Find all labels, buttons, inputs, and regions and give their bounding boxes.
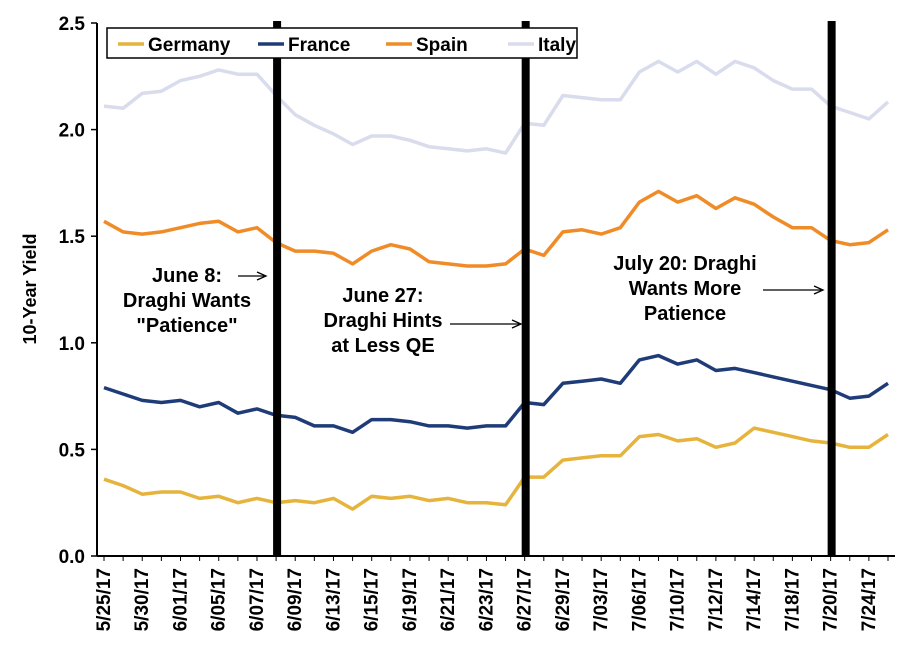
x-tick-label: 7/14/17 bbox=[744, 568, 765, 631]
legend-label-germany: Germany bbox=[148, 35, 231, 56]
annotation-text: Draghi Wants bbox=[123, 290, 251, 312]
annotation-arrow-head bbox=[256, 271, 268, 281]
series-line-germany bbox=[103, 426, 889, 511]
x-tick-label: 7/06/17 bbox=[629, 568, 650, 631]
x-tick-label: 6/29/17 bbox=[553, 568, 574, 631]
y-tick-label: 0.5 bbox=[59, 440, 86, 461]
x-tick-label: 7/12/17 bbox=[706, 568, 727, 631]
series-layer bbox=[103, 59, 890, 511]
x-tick-label: 5/30/17 bbox=[132, 568, 153, 631]
x-tick-label: 6/23/17 bbox=[476, 568, 497, 631]
x-tick-label: 6/07/17 bbox=[247, 568, 268, 631]
series-line-france bbox=[103, 353, 889, 435]
y-axis-ticks: 0.0 0.5 1.0 1.5 2.0 2.5 bbox=[59, 14, 97, 568]
x-tick-label: 6/05/17 bbox=[209, 568, 230, 631]
x-tick-label: 7/24/17 bbox=[859, 568, 880, 631]
series-line-spain bbox=[103, 189, 889, 268]
annotation-text: Patience bbox=[644, 303, 726, 325]
x-tick-label: 7/18/17 bbox=[782, 568, 803, 631]
x-tick-label: 6/13/17 bbox=[323, 568, 344, 631]
axes bbox=[96, 23, 895, 557]
annotation-text: at Less QE bbox=[331, 335, 434, 357]
x-tick-label: 5/25/17 bbox=[94, 568, 115, 631]
annotation-arrow-head bbox=[511, 319, 523, 329]
x-tick-label: 6/15/17 bbox=[362, 568, 383, 631]
annotation-text: "Patience" bbox=[136, 315, 237, 337]
annotation-text: Wants More bbox=[629, 278, 742, 300]
event-markers bbox=[273, 21, 836, 556]
legend-label-france: France bbox=[288, 35, 350, 56]
x-tick-label: 6/09/17 bbox=[285, 568, 306, 631]
annotation-text: June 27: bbox=[342, 285, 423, 307]
y-tick-label: 1.0 bbox=[59, 334, 85, 355]
series-line-italy bbox=[103, 59, 890, 155]
x-tick-label: 6/21/17 bbox=[438, 568, 459, 631]
y-tick-label: 2.0 bbox=[59, 121, 85, 142]
x-tick-label: 7/10/17 bbox=[668, 568, 689, 631]
x-tick-label: 7/20/17 bbox=[821, 568, 842, 631]
annotation-arrow-head bbox=[813, 285, 825, 295]
x-tick-label: 6/19/17 bbox=[400, 568, 421, 631]
legend-label-spain: Spain bbox=[416, 35, 468, 56]
y-tick-label: 0.0 bbox=[59, 547, 85, 568]
y-tick-label: 1.5 bbox=[59, 227, 86, 248]
x-tick-label: 6/01/17 bbox=[170, 568, 191, 631]
annotation-text: Draghi Hints bbox=[324, 310, 443, 332]
annotation-text: July 20: Draghi bbox=[613, 253, 756, 275]
legend: Germany France Spain Italy bbox=[106, 27, 578, 59]
annotation-text: June 8: bbox=[152, 265, 222, 287]
annotations: June 8: Draghi Wants "Patience" June 27: Dra… bbox=[123, 253, 825, 357]
legend-box bbox=[106, 27, 578, 59]
y-tick-label: 2.5 bbox=[59, 14, 86, 35]
legend-label-italy: Italy bbox=[538, 35, 576, 56]
x-axis-ticks: 5/25/17 5/30/17 6/01/17 6/05/17 6/07/17 6/09/… bbox=[94, 556, 889, 631]
y-axis-title: 10-Year Yield bbox=[20, 233, 40, 344]
x-tick-label: 6/27/17 bbox=[515, 568, 536, 631]
x-tick-label: 7/03/17 bbox=[591, 568, 612, 631]
